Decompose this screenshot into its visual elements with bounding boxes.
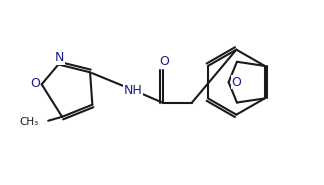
Text: NH: NH <box>124 84 143 97</box>
Text: N: N <box>55 51 64 64</box>
Text: CH₃: CH₃ <box>19 117 38 127</box>
Text: O: O <box>30 77 40 90</box>
Text: O: O <box>232 76 241 89</box>
Text: O: O <box>159 55 169 68</box>
